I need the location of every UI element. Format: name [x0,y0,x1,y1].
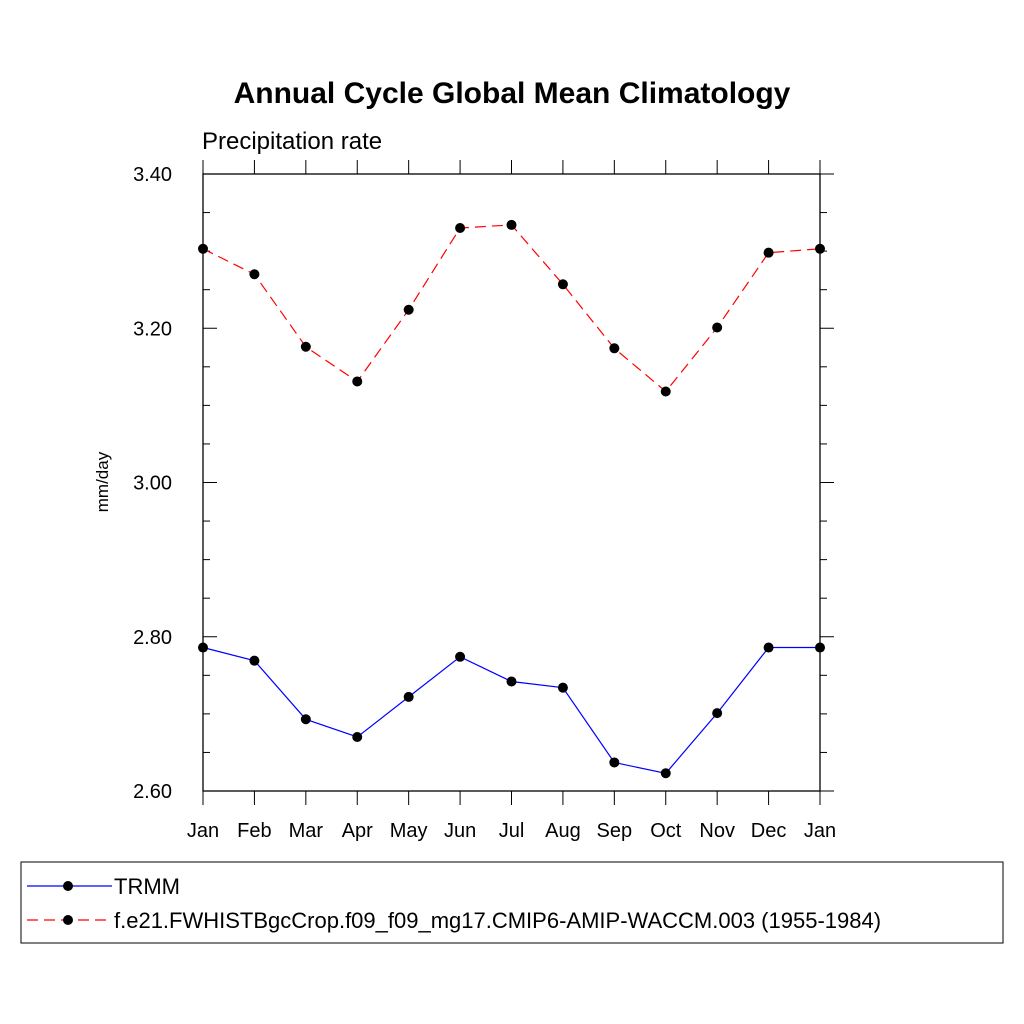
series-0-point [300,714,311,725]
series-1-point [455,222,466,233]
x-tick-label: Jul [499,820,525,842]
series-1-point [403,304,414,315]
y-tick-label: 3.00 [133,473,172,495]
series-0-point [763,642,774,653]
series-1-point [557,279,568,290]
y-tick-label: 3.20 [133,318,172,340]
x-tick-label: May [390,820,428,842]
x-tick-label: Aug [545,820,581,842]
axis-ticks [202,160,834,805]
y-axis-label: mm/day [93,451,112,512]
x-tick-label: Apr [342,820,373,842]
series-line-1 [202,224,821,393]
series-0-point [712,708,723,719]
series-1-point [712,322,723,333]
series-0-point [506,676,517,687]
series-0-point [455,651,466,662]
series-0-point [660,768,671,779]
series-1-point [609,343,620,354]
legend-marker-0 [63,881,73,891]
legend-label-1: f.e21.FWHISTBgcCrop.f09_f09_mg17.CMIP6-A… [114,908,881,933]
x-tick-label: Jan [187,820,219,842]
chart-title: Annual Cycle Global Mean Climatology [234,77,791,110]
series-0-point [557,682,568,693]
series-line-0 [202,646,820,774]
plot-frame [202,173,821,792]
legend: TRMM f.e21.FWHISTBgcCrop.f09_f09_mg17.CMI… [20,861,1004,944]
series-1-point [506,219,517,230]
y-tick-labels: 2.60 2.80 3.00 3.20 3.40 [133,164,172,803]
series-layer [198,219,825,779]
y-tick-label: 2.80 [133,627,172,649]
series-0-point [352,732,363,743]
x-tick-label: Sep [597,820,633,842]
chart-subtitle: Precipitation rate [202,128,382,155]
y-tick-label: 3.40 [133,164,172,186]
series-1-point [660,386,671,397]
x-tick-label: Dec [751,820,787,842]
series-1-point [249,269,260,280]
legend-entries: TRMM f.e21.FWHISTBgcCrop.f09_f09_mg17.CMI… [27,874,881,933]
legend-box [20,861,1004,944]
series-0-point [249,655,260,666]
x-tick-labels: Jan Feb Mar Apr May Jun Jul Aug Sep Oct Nov Dec Jan [187,820,836,842]
series-1-point [300,341,311,352]
x-tick-label: Oct [650,820,682,842]
series-1-point [352,376,363,387]
y-tick-label: 2.60 [133,781,172,803]
legend-marker-1 [63,915,73,925]
legend-label-0: TRMM [114,874,180,899]
x-tick-label: Mar [289,820,324,842]
series-1-point [763,247,774,258]
x-tick-label: Jan [804,820,836,842]
series-0-point [609,757,620,768]
x-tick-label: Feb [237,820,271,842]
x-tick-label: Jun [444,820,476,842]
series-0-point [403,691,414,702]
x-tick-label: Nov [699,820,735,842]
